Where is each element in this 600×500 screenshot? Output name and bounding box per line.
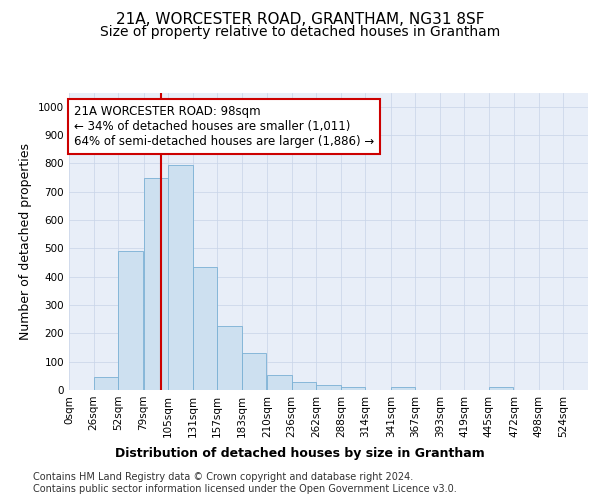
- Text: Contains HM Land Registry data © Crown copyright and database right 2024.
Contai: Contains HM Land Registry data © Crown c…: [33, 472, 457, 494]
- Bar: [217, 326, 242, 390]
- Bar: [316, 385, 341, 390]
- Text: Size of property relative to detached houses in Grantham: Size of property relative to detached ho…: [100, 25, 500, 39]
- Bar: [341, 386, 365, 390]
- Bar: [118, 251, 143, 390]
- Text: 21A WORCESTER ROAD: 98sqm
← 34% of detached houses are smaller (1,011)
64% of se: 21A WORCESTER ROAD: 98sqm ← 34% of detac…: [74, 106, 374, 148]
- Bar: [292, 382, 316, 390]
- Bar: [168, 165, 193, 390]
- Bar: [94, 377, 118, 390]
- Text: 21A, WORCESTER ROAD, GRANTHAM, NG31 8SF: 21A, WORCESTER ROAD, GRANTHAM, NG31 8SF: [116, 12, 484, 28]
- Bar: [391, 387, 415, 390]
- Bar: [193, 267, 217, 390]
- Text: Distribution of detached houses by size in Grantham: Distribution of detached houses by size …: [115, 448, 485, 460]
- Bar: [242, 353, 266, 390]
- Bar: [143, 178, 168, 390]
- Bar: [267, 376, 292, 390]
- Bar: [489, 386, 514, 390]
- Y-axis label: Number of detached properties: Number of detached properties: [19, 143, 32, 340]
